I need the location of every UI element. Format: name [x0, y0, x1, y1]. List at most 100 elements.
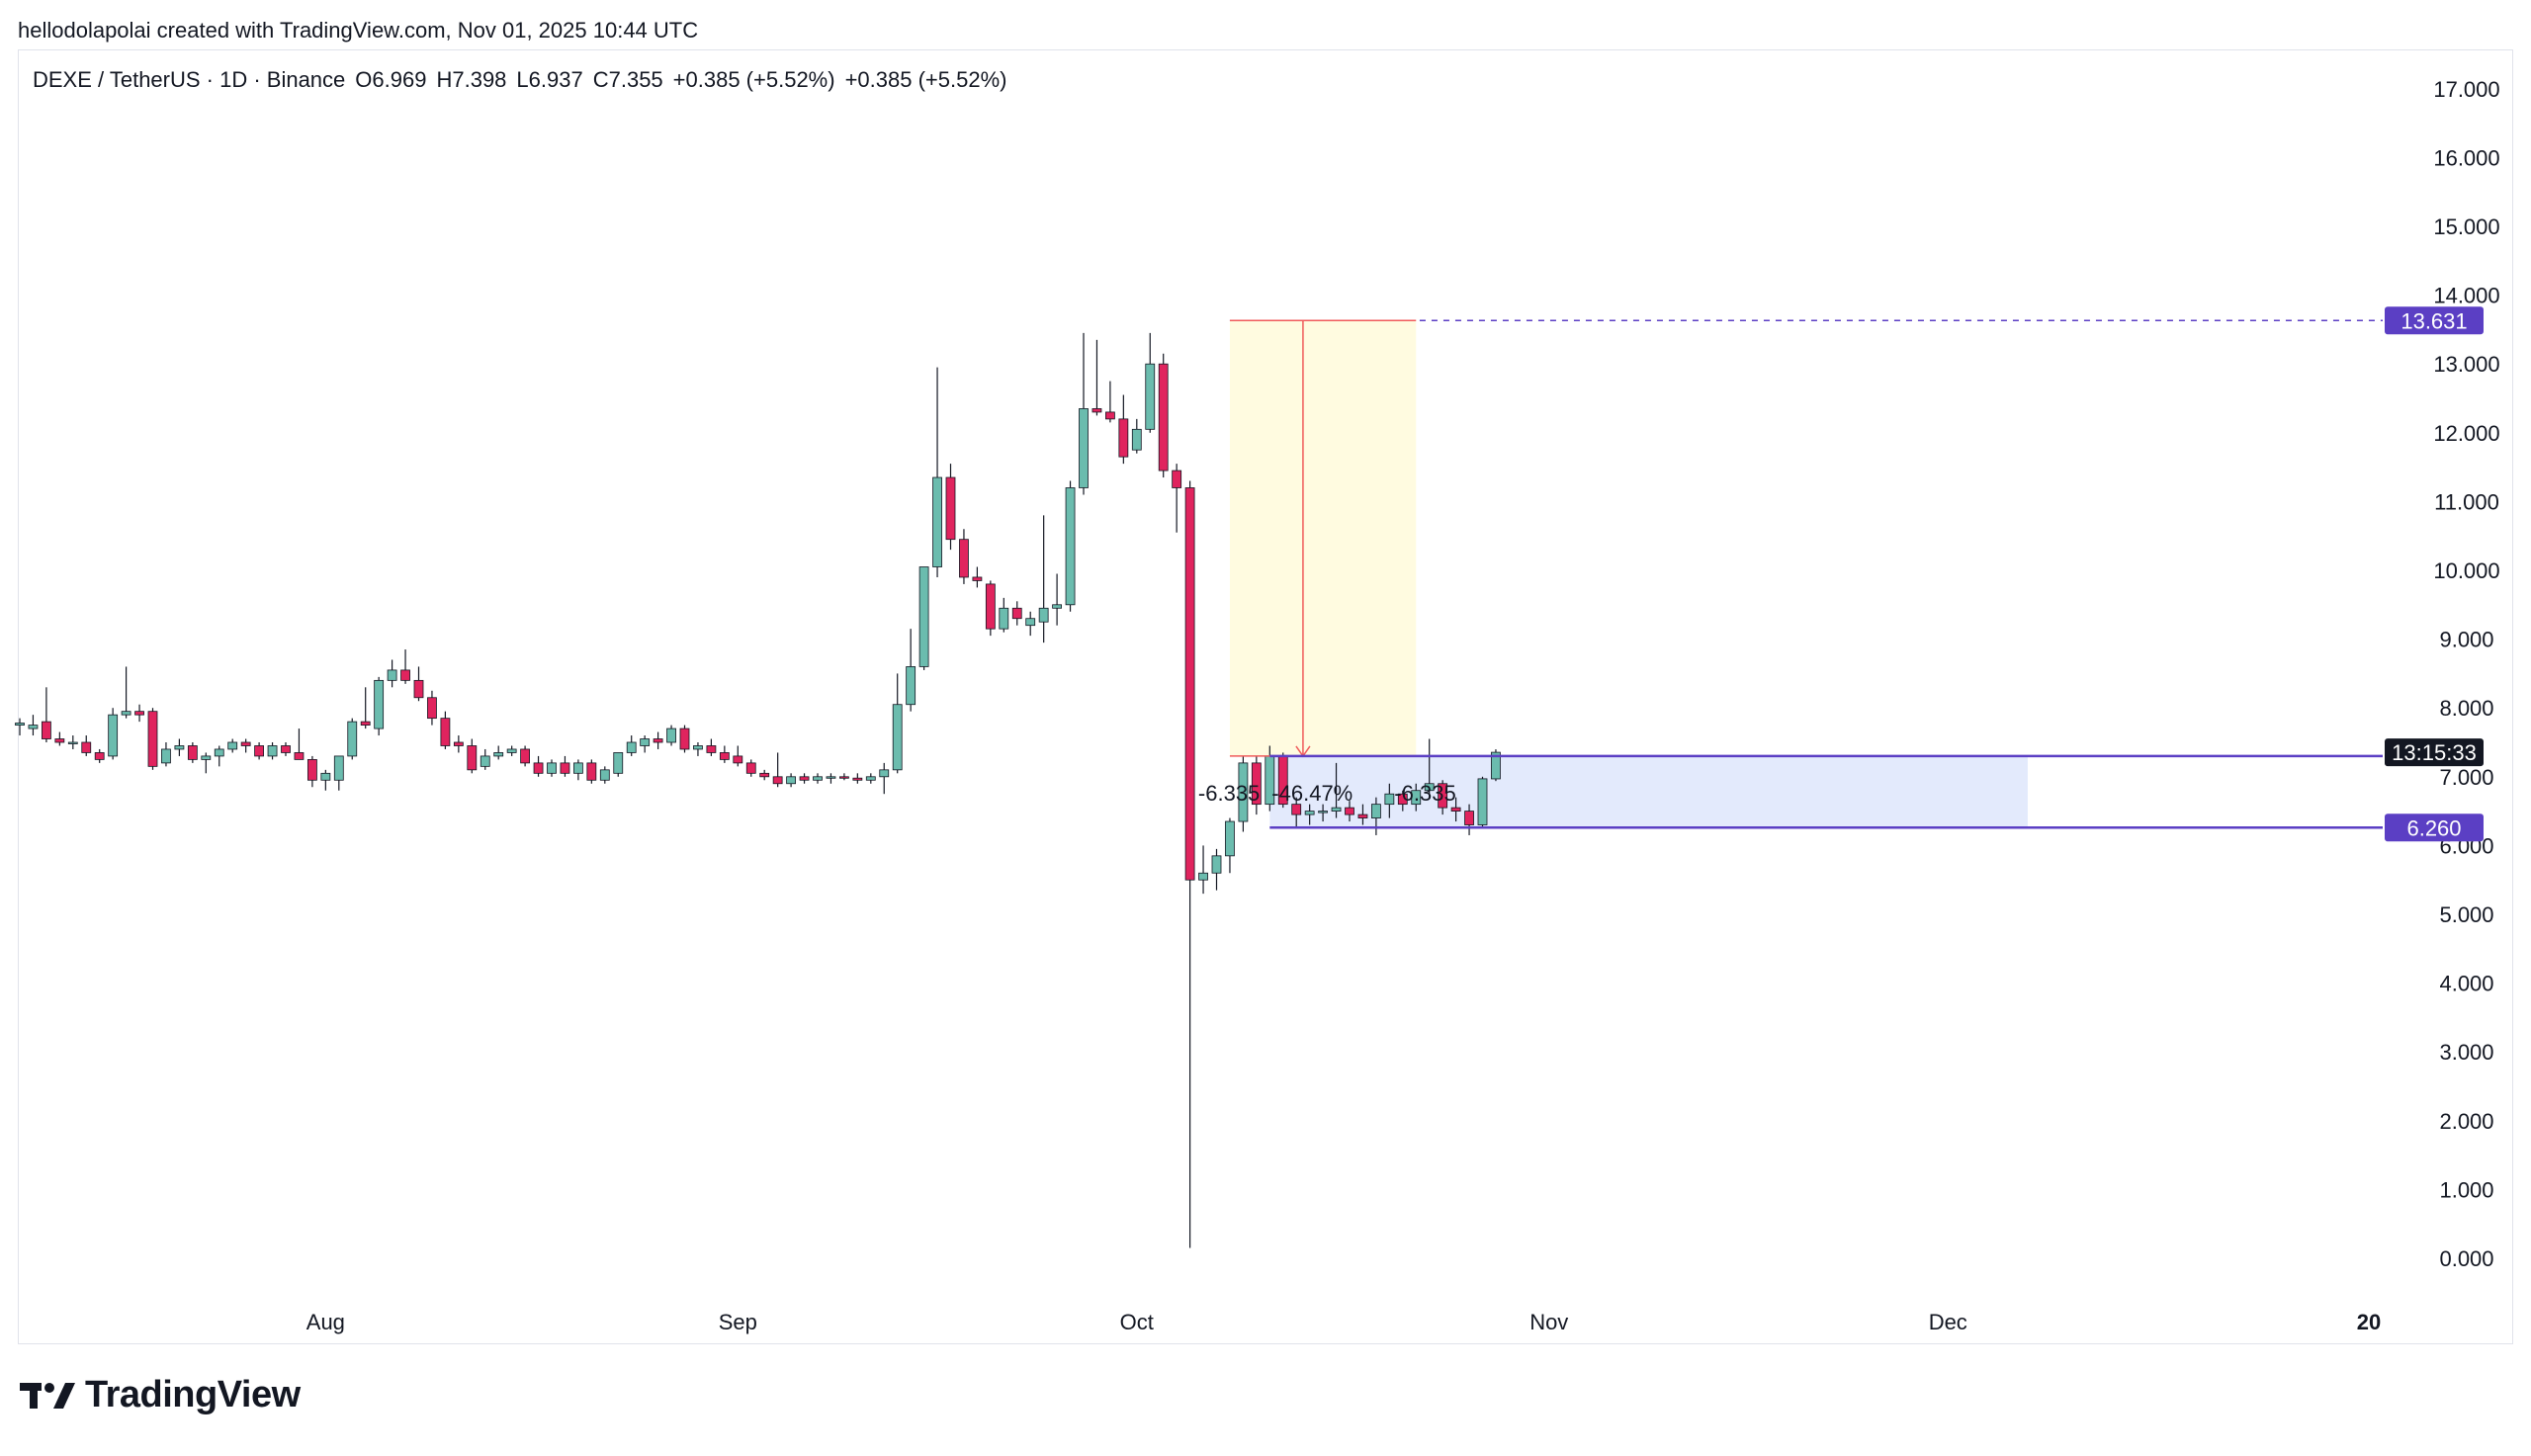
candle-body[interactable]: [1438, 783, 1448, 809]
candle-body[interactable]: [1384, 793, 1395, 806]
candle-body[interactable]: [985, 583, 996, 630]
candle-body[interactable]: [1091, 408, 1102, 413]
candle-body[interactable]: [613, 752, 624, 774]
candle-body[interactable]: [906, 666, 916, 706]
candle-body[interactable]: [1397, 793, 1408, 806]
candle-body[interactable]: [1105, 411, 1115, 420]
candle-body[interactable]: [1331, 807, 1342, 812]
candle-body[interactable]: [1211, 855, 1222, 874]
candle-body[interactable]: [547, 762, 557, 774]
candle-body[interactable]: [121, 711, 131, 716]
candle-body[interactable]: [626, 741, 637, 753]
candle-body[interactable]: [440, 718, 451, 746]
candle-body[interactable]: [387, 669, 397, 681]
candle-body[interactable]: [227, 741, 238, 750]
candle-body[interactable]: [1065, 487, 1076, 606]
candle-body[interactable]: [799, 776, 810, 781]
candle-body[interactable]: [333, 755, 344, 781]
candle-body[interactable]: [932, 476, 942, 567]
candle-body[interactable]: [1118, 418, 1129, 458]
candle-body[interactable]: [42, 721, 51, 739]
candle-body[interactable]: [1464, 811, 1474, 825]
candle-body[interactable]: [1172, 470, 1182, 488]
candle-body[interactable]: [786, 776, 796, 785]
candle-body[interactable]: [520, 748, 530, 764]
candle-body[interactable]: [281, 745, 291, 753]
candle-body[interactable]: [360, 721, 371, 726]
candle-body[interactable]: [959, 539, 969, 578]
measure-zone[interactable]: [1229, 320, 1417, 756]
candle-body[interactable]: [54, 738, 65, 743]
candle-body[interactable]: [999, 607, 1009, 630]
candle-body[interactable]: [174, 745, 185, 750]
candle-body[interactable]: [599, 769, 610, 781]
candle-body[interactable]: [733, 755, 743, 764]
candle-body[interactable]: [1238, 762, 1249, 822]
candle-body[interactable]: [879, 769, 890, 778]
candle-body[interactable]: [94, 752, 105, 760]
candle-body[interactable]: [640, 738, 651, 746]
candle-body[interactable]: [1357, 814, 1368, 818]
candle-body[interactable]: [493, 752, 504, 757]
candle-body[interactable]: [1225, 820, 1235, 857]
candle-body[interactable]: [214, 748, 224, 757]
candle-body[interactable]: [533, 762, 544, 774]
candle-body[interactable]: [161, 748, 171, 764]
candle-body[interactable]: [693, 745, 703, 750]
candle-body[interactable]: [28, 725, 39, 729]
candle-body[interactable]: [1025, 618, 1036, 627]
candle-body[interactable]: [892, 704, 903, 771]
candle-body[interactable]: [201, 755, 212, 760]
candle-body[interactable]: [320, 772, 331, 781]
candle-body[interactable]: [586, 762, 597, 781]
candle-body[interactable]: [918, 566, 929, 667]
candle-body[interactable]: [1038, 607, 1049, 623]
candle-body[interactable]: [15, 723, 25, 727]
candle-body[interactable]: [1251, 762, 1262, 806]
candle-body[interactable]: [653, 738, 663, 743]
candle-body[interactable]: [852, 777, 863, 781]
candle-body[interactable]: [187, 745, 198, 760]
candle-body[interactable]: [294, 752, 305, 760]
candle-body[interactable]: [374, 679, 385, 729]
candle-body[interactable]: [147, 711, 158, 767]
candle-body[interactable]: [254, 745, 265, 757]
candle-body[interactable]: [719, 752, 730, 760]
candle-body[interactable]: [1291, 804, 1302, 815]
candle-body[interactable]: [1145, 363, 1156, 430]
candle-body[interactable]: [1011, 607, 1022, 620]
candle-body[interactable]: [706, 745, 717, 753]
range-zone[interactable]: [1269, 755, 2028, 828]
candle-body[interactable]: [666, 728, 676, 743]
candle-body[interactable]: [267, 745, 278, 757]
candle-body[interactable]: [1184, 487, 1195, 881]
candle-body[interactable]: [1477, 778, 1488, 825]
candle-body[interactable]: [1345, 807, 1354, 815]
candle-body[interactable]: [81, 741, 92, 753]
candle-body[interactable]: [240, 741, 251, 746]
candle-body[interactable]: [1052, 604, 1062, 609]
candle-body[interactable]: [1198, 872, 1208, 881]
candle-body[interactable]: [1318, 811, 1328, 814]
candle-body[interactable]: [865, 776, 876, 781]
candle-body[interactable]: [745, 762, 756, 774]
candle-body[interactable]: [67, 741, 78, 744]
candle-body[interactable]: [453, 741, 464, 746]
candle-body[interactable]: [1450, 807, 1461, 812]
candle-body[interactable]: [134, 711, 144, 716]
candle-body[interactable]: [560, 762, 570, 774]
candle-body[interactable]: [1371, 804, 1381, 818]
candle-body[interactable]: [813, 776, 823, 781]
candle-body[interactable]: [1424, 783, 1435, 792]
candle-body[interactable]: [839, 776, 849, 779]
candle-body[interactable]: [772, 776, 783, 785]
candle-body[interactable]: [467, 745, 478, 771]
candle-body[interactable]: [679, 728, 690, 750]
candle-body[interactable]: [400, 669, 410, 681]
candle-body[interactable]: [1079, 408, 1089, 488]
candle-body[interactable]: [759, 772, 770, 778]
candle-body[interactable]: [1411, 790, 1422, 806]
candle-body[interactable]: [972, 576, 983, 581]
candle-body[interactable]: [347, 721, 358, 757]
